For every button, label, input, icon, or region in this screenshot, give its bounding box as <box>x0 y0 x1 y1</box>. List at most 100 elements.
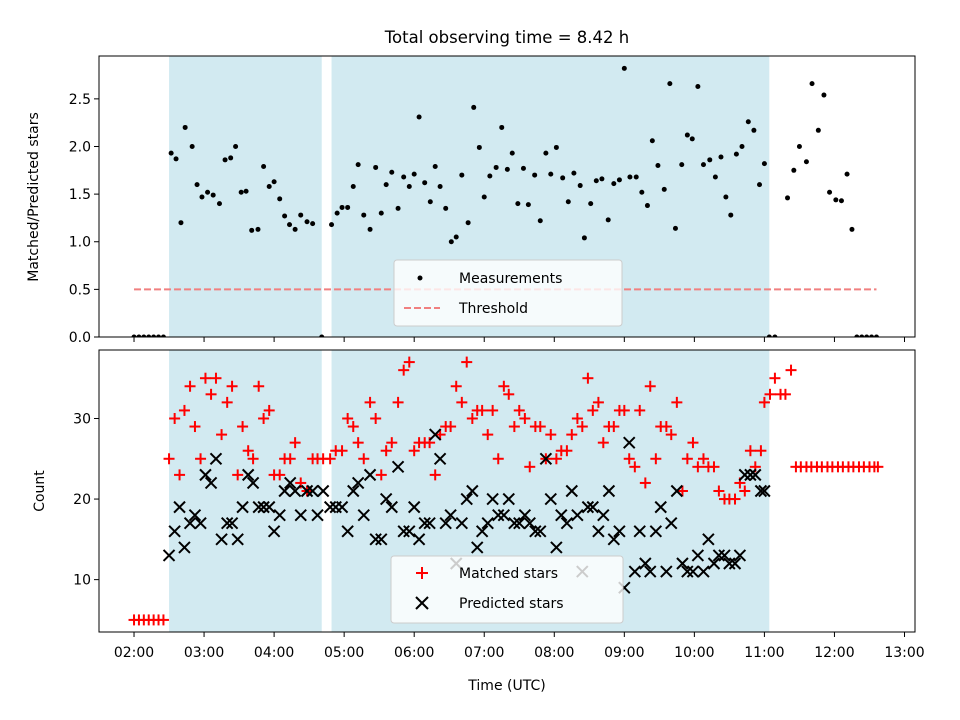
predicted-point <box>702 533 715 546</box>
predicted-point <box>204 476 218 490</box>
count-panel: 10 20 30 02:00 03:00 04:00 05:00 06:00 07:00 08:… <box>32 349 925 694</box>
measurement-point <box>249 227 255 233</box>
matched-point <box>744 445 756 457</box>
measurement-point <box>588 201 594 207</box>
measurement-point <box>718 154 724 160</box>
measurement-point <box>873 334 879 337</box>
measurement-point <box>287 222 293 228</box>
observing-window-0 <box>169 350 322 632</box>
matched-point <box>769 372 781 384</box>
measurement-point <box>465 220 471 226</box>
predicted-point <box>633 525 646 538</box>
matched-point <box>665 429 677 441</box>
predicted-point <box>347 484 360 498</box>
matched-point <box>697 453 709 465</box>
predicted-point <box>306 484 319 498</box>
measurement-point <box>611 181 617 187</box>
x-tick-label: 04:00 <box>254 645 294 661</box>
matched-point <box>629 461 641 473</box>
predicted-point <box>168 525 181 538</box>
measurement-point <box>266 183 272 189</box>
predicted-point <box>294 508 307 522</box>
predicted-point <box>284 476 297 490</box>
predicted-point <box>518 508 532 522</box>
predicted-point <box>723 557 736 570</box>
measurement-point <box>437 183 443 189</box>
ratio-x-ticks <box>133 337 905 342</box>
matched-point <box>342 412 354 424</box>
matched-point <box>492 453 504 465</box>
measurement-point <box>355 162 361 168</box>
legend-matched-marker <box>416 567 428 579</box>
measurement-point <box>766 334 772 337</box>
predicted-point <box>267 525 281 538</box>
predicted-point <box>738 468 752 482</box>
predicted-point <box>486 492 499 506</box>
predicted-point <box>475 525 489 538</box>
y-tick-label: 0.5 <box>69 282 91 298</box>
predicted-point <box>471 541 484 554</box>
series-predicted-stars <box>162 428 771 594</box>
predicted-point <box>369 533 382 546</box>
measurement-point <box>182 124 188 130</box>
measurement-point <box>216 201 222 207</box>
measurement-point <box>571 170 577 176</box>
measurement-point <box>329 222 335 228</box>
matched-point <box>352 437 364 449</box>
measurement-point <box>471 104 477 110</box>
matched-point <box>445 421 457 433</box>
measurement-point <box>160 334 166 337</box>
measurement-point <box>695 83 701 89</box>
measurement-point <box>616 177 622 183</box>
x-axis-label: Time (UTC) <box>467 678 545 694</box>
predicted-point <box>497 508 511 522</box>
predicted-point <box>231 533 244 546</box>
measurement-point <box>821 92 827 98</box>
matched-point <box>247 453 259 465</box>
measurement-point <box>509 150 515 156</box>
predicted-point <box>341 525 354 538</box>
x-tick-label: 11:00 <box>744 645 784 661</box>
predicted-point <box>581 500 595 514</box>
predicted-point <box>691 549 705 562</box>
matched-point <box>169 412 181 424</box>
predicted-point <box>586 500 600 514</box>
matched-point <box>503 388 515 400</box>
matched-point <box>221 396 233 408</box>
series-matched-stars <box>128 356 884 626</box>
measurement-point <box>304 219 310 225</box>
measurement-point <box>395 205 401 211</box>
measurement-point <box>639 189 645 195</box>
predicted-point <box>225 517 239 530</box>
predicted-point <box>513 517 526 530</box>
predicted-point <box>323 500 337 514</box>
x-tick-label: 06:00 <box>394 645 434 661</box>
matched-point <box>566 429 578 441</box>
x-tick-label: 08:00 <box>534 645 574 661</box>
measurement-point <box>453 234 459 240</box>
predicted-point <box>428 428 442 441</box>
matched-point <box>429 469 441 481</box>
predicted-point <box>623 436 636 449</box>
predicted-point <box>466 484 479 498</box>
measurement-point <box>361 212 367 218</box>
measurement-point <box>222 157 228 163</box>
predicted-point <box>565 484 578 498</box>
predicted-point <box>597 508 610 522</box>
measurement-point <box>723 194 729 200</box>
predicted-point <box>273 508 286 522</box>
measurement-point <box>367 226 373 232</box>
matched-point <box>408 445 420 457</box>
predicted-point <box>560 517 574 530</box>
legend-matched-label: Matched stars <box>459 566 558 582</box>
matched-point <box>608 421 620 433</box>
matched-point <box>237 421 249 433</box>
matched-point <box>392 396 404 408</box>
matched-point <box>587 404 599 416</box>
predicted-point <box>403 525 416 538</box>
matched-point <box>713 485 725 497</box>
measurement-point <box>844 171 850 177</box>
predicted-point <box>744 468 757 482</box>
matched-point <box>576 421 588 433</box>
measurement-point <box>739 143 745 149</box>
